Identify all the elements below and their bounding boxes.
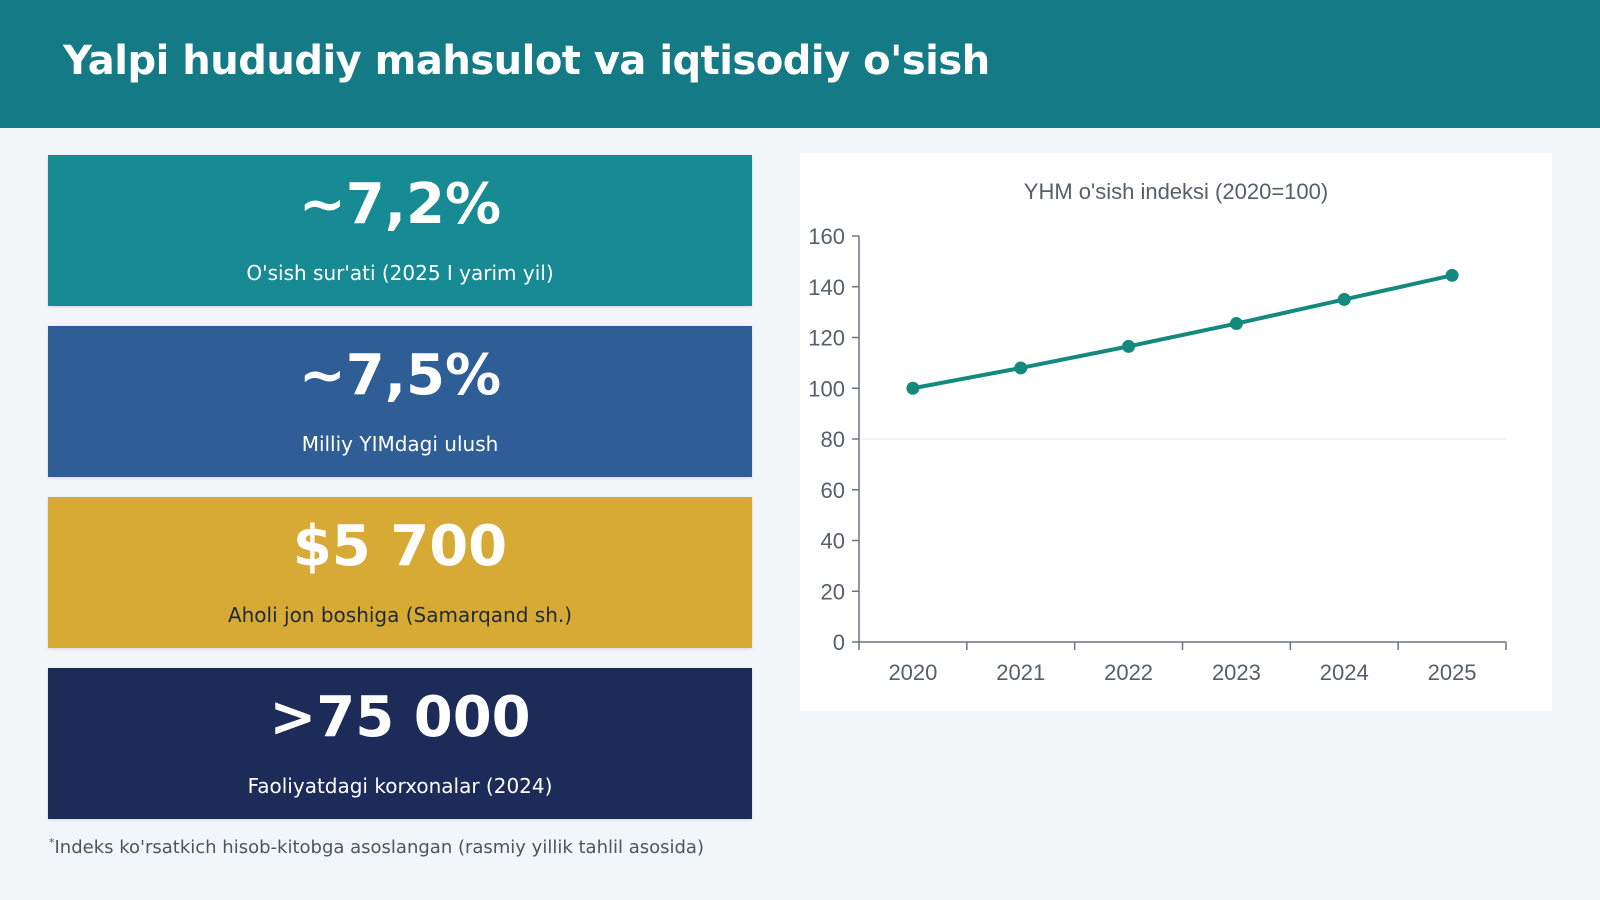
y-tick-label: 80 [821, 427, 845, 452]
y-tick-label: 40 [821, 529, 845, 554]
chart-panel: YHM o'sish indeksi (2020=100) 0 20 40 60 80 1… [800, 153, 1552, 711]
line-chart: YHM o'sish indeksi (2020=100) 0 20 40 60 80 1… [808, 179, 1507, 685]
stat-label: Faoliyatdagi korxonalar (2024) [247, 774, 553, 798]
footnote: *Indeks ko'rsatkich hisob-kitobga asosla… [49, 836, 704, 858]
stat-value: $5 700 [292, 514, 508, 579]
stat-card-enterprises: >75 000 Faoliyatdagi korxonalar (2024) [48, 668, 752, 819]
data-point [906, 381, 920, 395]
data-point [1229, 317, 1243, 331]
y-tick-label: 0 [833, 630, 845, 655]
y-tick-label: 140 [808, 275, 845, 300]
stat-value: ~7,5% [298, 343, 502, 408]
stat-label: Aholi jon boshiga (Samarqand sh.) [227, 603, 573, 627]
x-tick-label: 2025 [1428, 660, 1477, 685]
stat-card-national-share: ~7,5% Milliy YIMdagi ulush [48, 326, 752, 477]
stat-label: O'sish sur'ati (2025 I yarim yil) [246, 261, 554, 285]
y-tick-label: 20 [821, 579, 845, 604]
x-axis-ticks: 2020 2021 2022 2023 2024 2025 [858, 642, 1507, 685]
stat-value: ~7,2% [298, 172, 502, 237]
x-tick-label: 2020 [888, 660, 937, 685]
x-tick-label: 2023 [1212, 660, 1261, 685]
y-tick-label: 100 [808, 376, 845, 401]
x-tick-label: 2024 [1320, 660, 1369, 685]
x-tick-label: 2022 [1104, 660, 1153, 685]
header-bar: Yalpi hududiy mahsulot va iqtisodiy o'si… [0, 0, 1600, 128]
chart-title: YHM o'sish indeksi (2020=100) [1024, 179, 1328, 204]
chart-series [906, 268, 1459, 395]
y-tick-label: 160 [808, 224, 845, 249]
data-point [1445, 268, 1459, 282]
x-tick-label: 2021 [996, 660, 1045, 685]
footnote-text: Indeks ko'rsatkich hisob-kitobga asoslan… [54, 837, 705, 858]
stat-value: >75 000 [269, 685, 531, 750]
y-axis-ticks: 0 20 40 60 80 100 120 140 160 [808, 224, 859, 655]
y-tick-label: 120 [808, 326, 845, 351]
stat-card-per-capita: $5 700 Aholi jon boshiga (Samarqand sh.) [48, 497, 752, 648]
stat-label: Milliy YIMdagi ulush [301, 432, 499, 456]
page-title: Yalpi hududiy mahsulot va iqtisodiy o'si… [63, 38, 990, 84]
data-point [1014, 361, 1028, 375]
stat-card-growth-rate: ~7,2% O'sish sur'ati (2025 I yarim yil) [48, 155, 752, 306]
series-line [912, 273, 1453, 391]
footnote-mark: * [49, 836, 55, 849]
y-tick-label: 60 [821, 478, 845, 503]
data-point [1337, 292, 1351, 306]
data-point [1122, 339, 1136, 353]
